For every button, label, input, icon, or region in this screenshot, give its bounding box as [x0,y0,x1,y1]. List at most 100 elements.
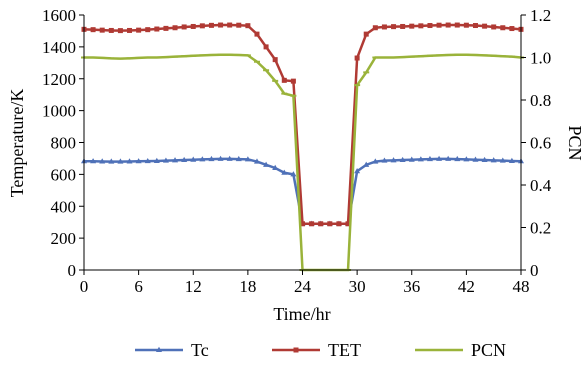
data-point-pcn [390,56,397,59]
data-point-pcn [153,56,160,59]
data-point-tc [135,158,142,164]
data-point-tc [99,158,106,164]
data-point-pcn [472,53,479,56]
data-point-tc [153,157,160,163]
data-point-tc [144,157,151,164]
data-point-tet [409,23,415,29]
data-point-tc [481,156,488,163]
data-point-tc [463,156,470,162]
data-point-pcn [417,55,424,58]
data-point-tc [445,155,452,161]
data-point-tet [108,27,114,33]
data-point-tet [272,57,278,63]
axes [83,15,522,271]
data-point-tc [117,158,124,164]
data-point-tet [300,221,305,227]
y2-tick-label: 0.6 [530,134,551,153]
y-tick-label: 0 [68,261,77,280]
data-point-tet [163,25,169,31]
y-tick-label: 1000 [42,102,76,121]
data-point-tet [345,221,351,227]
data-point-pcn [272,79,279,82]
data-point-pcn [108,57,115,60]
data-point-tc [217,155,224,161]
data-point-tet [117,28,123,34]
x-tick-label: 48 [513,277,530,296]
data-point-tet [181,24,187,30]
data-point-tc [172,157,179,163]
data-point-tc [426,155,433,162]
data-point-tc [126,158,133,164]
data-point-tet [318,221,324,227]
data-point-tc [390,157,397,163]
legend-item-tc: Tc [135,340,209,360]
data-point-tc [226,155,233,161]
x-tick-label: 12 [185,277,202,296]
x-tick-label: 30 [349,277,366,296]
data-point-pcn [354,84,361,87]
data-point-tet [391,24,397,30]
data-point-tet [400,23,406,29]
y2-axis-title: PCN [565,125,585,160]
data-point-pcn [126,57,133,60]
y2-tick-label: 1.0 [530,49,551,68]
data-point-tet [254,31,260,37]
data-point-tet [190,23,196,29]
data-point-tet [436,22,442,28]
legend-label: PCN [471,340,506,360]
data-point-tc [508,157,515,163]
data-point-tc [436,155,443,161]
data-point-tet [227,22,233,28]
y-tick-label: 800 [51,134,77,153]
data-point-tet [336,221,342,227]
data-point-pcn [436,54,443,57]
x-tick-label: 36 [403,277,420,296]
y-tick-label: 200 [51,229,77,248]
legend-marker [156,346,162,352]
data-point-tet [372,25,378,31]
data-point-tc [381,157,388,163]
data-point-pcn [181,55,188,58]
data-point-tet [281,77,287,83]
x-tick-label: 0 [80,277,89,296]
data-point-tet [99,27,105,33]
y-tick-label: 1400 [42,38,76,57]
legend-label: TET [328,340,361,360]
data-point-tet [327,221,333,227]
data-point-tc [162,157,169,163]
x-tick-label: 6 [134,277,143,296]
data-point-tet [90,27,96,33]
data-point-tet [445,22,451,28]
data-point-tc [417,156,424,162]
x-axis-title: Time/hr [273,304,330,324]
data-point-tc [90,158,97,164]
data-point-pcn [499,55,506,58]
data-point-tc [181,156,188,163]
legend-marker [293,347,299,353]
data-point-pcn [99,56,106,59]
data-point-tc [408,156,415,162]
y2-tick-label: 0 [530,261,539,280]
data-point-pcn [463,53,470,56]
y2-tick-label: 1.2 [530,6,551,25]
y-tick-label: 1600 [42,6,76,25]
y2-tick-label: 0.2 [530,219,551,238]
data-point-pcn [253,60,260,63]
data-point-pcn [381,56,388,59]
data-point-tet [500,25,506,31]
legend-marker [436,349,442,351]
data-point-pcn [172,55,179,58]
legend: Tc TET PCN [135,340,506,360]
data-point-pcn [208,53,215,56]
data-point-tet [354,55,360,61]
y-tick-label: 400 [51,197,77,216]
y2-tick-label: 0.4 [530,176,552,195]
data-point-tet [290,78,296,84]
x-tick-label: 18 [239,277,256,296]
y2-tick-label: 0.8 [530,91,551,110]
data-point-tc [290,171,297,177]
data-point-tc [499,157,506,163]
data-point-pcn [408,55,415,58]
data-point-pcn [244,54,251,57]
data-point-tc [472,156,479,162]
